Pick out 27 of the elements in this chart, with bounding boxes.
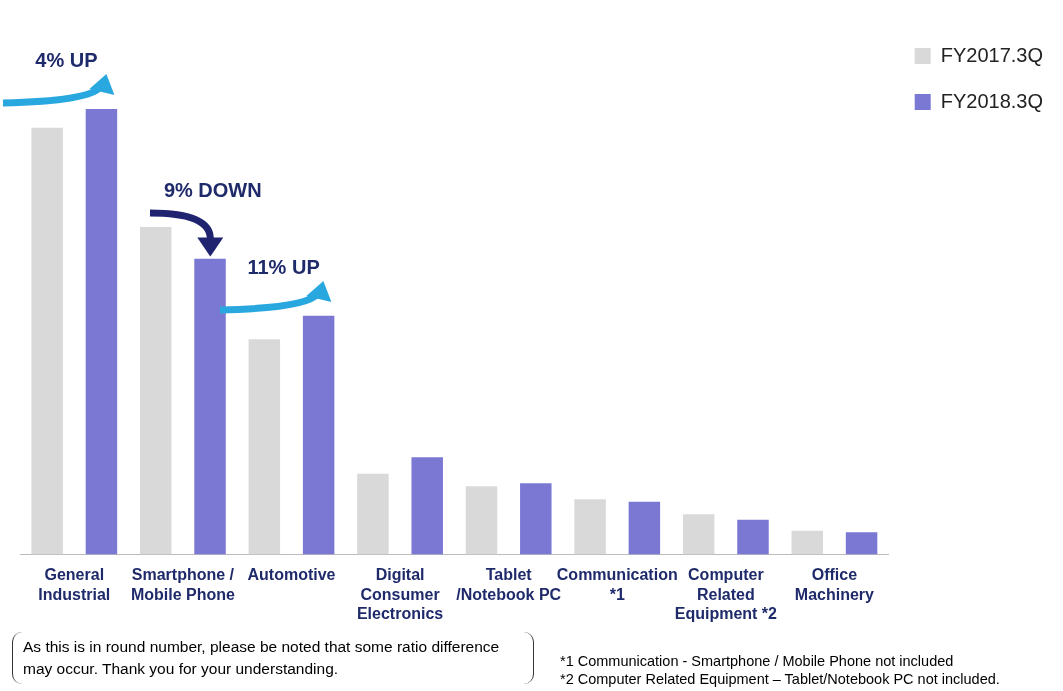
bar (411, 457, 443, 555)
bar (357, 473, 389, 555)
bar (845, 532, 878, 555)
bar (85, 109, 118, 555)
text: As this is in round number, please be noted that some ratio difference may occur. Thank you for your understanding. (12, 632, 534, 684)
x-tick-label: Digital Consumer Electronics (356, 566, 444, 622)
bar (465, 486, 498, 555)
bar (682, 514, 715, 555)
x-tick-label: General Industrial (38, 566, 111, 603)
annotation: 9% DOWN (163, 179, 262, 203)
bar (520, 483, 552, 555)
bar (31, 127, 63, 555)
text: 4% UP (35, 49, 98, 73)
text: *1 Communication - Smartphone / Mobile Phone not included (560, 652, 954, 670)
bar (574, 499, 606, 555)
legend-label: FY2017.3Q (940, 43, 1044, 66)
x-tick-label: Automotive (247, 566, 336, 584)
text: *2 Computer Related Equipment – Tablet/Notebook PC not included. (560, 670, 1000, 688)
x-tick-label: Smartphone / Mobile Phone (130, 566, 235, 603)
bar (791, 530, 824, 555)
annotation: 11% UP (247, 255, 320, 279)
bar (302, 315, 335, 555)
legend-label: FY2018.3Q (940, 89, 1044, 112)
bar (737, 519, 769, 555)
bar (628, 501, 661, 555)
x-tick-label: Office Machinery (794, 566, 875, 603)
bar (248, 339, 281, 555)
